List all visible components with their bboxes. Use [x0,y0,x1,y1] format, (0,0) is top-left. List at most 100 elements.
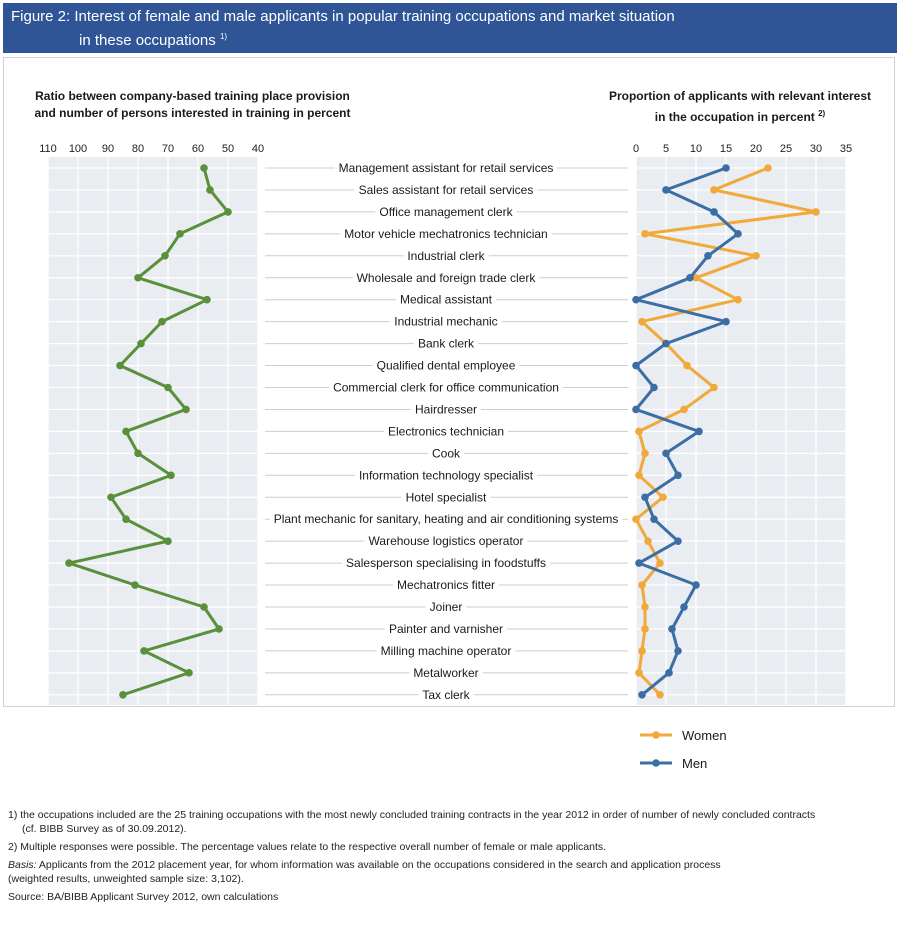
figure-title-text: in these occupations [79,32,216,49]
legend-women-swatch-marker [652,731,660,739]
category-label-background [383,423,509,440]
women-series-point [752,252,760,260]
category-label: Commercial clerk for office communicatio… [333,381,559,395]
ratio-series-point [164,537,172,545]
women-series-point [641,625,649,633]
basis-text: Applicants from the 2012 placement year,… [36,859,721,871]
category-label: Painter and varnisher [389,622,503,636]
right-panel-title-line1: Proportion of applicants with relevant i… [608,89,872,103]
women-series-point [638,647,646,655]
left-x-tick-label: 100 [69,143,87,155]
category-label: Warehouse logistics operator [369,534,524,548]
right-x-tick-label: 15 [720,143,732,155]
category-label: Bank clerk [418,337,475,351]
footnote-1-line1: 1) the occupations included are the 25 t… [8,809,816,821]
women-series-point [659,493,667,502]
footnotes: 1) the occupations included are the 25 t… [8,808,888,908]
left-x-tick-label: 70 [162,143,174,155]
ratio-series-point [224,208,232,216]
category-label-background [427,445,465,462]
category-label: Qualified dental employee [377,359,516,373]
category-label: Industrial mechanic [394,315,497,329]
right-x-tick-label: 5 [663,143,669,155]
left-x-tick-label: 40 [252,143,264,155]
left-x-tick-label: 90 [102,143,114,155]
men-series-point [641,493,649,502]
category-label-background [425,599,467,615]
category-label-background [418,686,474,703]
men-series-point [674,537,682,545]
ratio-series-point [137,339,145,348]
men-series-point [734,230,742,238]
basis-label: Basis: [8,859,37,871]
ratio-series-point [116,361,124,370]
women-series-point [680,405,688,414]
ratio-series-point [140,647,148,655]
men-series-point [662,339,670,348]
women-series-point [710,186,718,194]
right-panel-title-text: in the occupation in percent [654,110,815,124]
men-series-point [650,515,658,523]
category-label-background [392,577,500,594]
right-panel-title-note: 2) [818,109,826,118]
men-series-point [710,208,718,216]
men-series-point [722,164,730,172]
men-series-point [674,647,682,655]
category-label: Industrial clerk [407,249,485,263]
category-label: Hotel specialist [406,490,487,504]
women-series-point [641,230,649,238]
category-label-background [376,642,516,659]
men-series-point [704,252,712,260]
legend-men-label: Men [682,756,707,771]
category-label-background [403,247,489,264]
category-label-background [384,620,508,637]
left-x-tick-label: 60 [192,143,204,155]
ratio-series-point [119,691,127,699]
figure-title-note: 1) [219,32,228,41]
men-series-point [650,383,658,392]
category-label: Motor vehicle mechatronics technician [344,227,547,241]
right-x-tick-label: 30 [810,143,822,155]
category-label: Electronics technician [388,424,504,438]
left-x-tick-label: 50 [222,143,234,155]
right-x-tick-label: 25 [780,143,792,155]
category-label: Mechatronics fitter [397,578,495,592]
ratio-series-point [161,252,169,260]
left-x-tick-label: 110 [39,143,57,155]
ratio-series-point [134,449,142,458]
men-series-point [686,273,694,282]
men-series-point [662,186,670,194]
women-series-point [632,515,640,523]
women-series-point [635,427,643,436]
category-label-background [372,357,520,374]
left-panel-title-line2: and number of persons interested in trai… [34,106,351,120]
men-series-point [632,295,640,304]
figure-title-line1: Figure 2: Interest of female and male ap… [11,8,675,25]
ratio-series-point [107,493,115,502]
men-series-point [638,691,646,699]
basis-line2: (weighted results, unweighted sample siz… [8,873,244,885]
ratio-series-point [185,669,193,677]
category-label-background [401,489,491,506]
men-series-point [674,471,682,480]
ratio-series-point [215,625,223,633]
category-label: Wholesale and foreign trade clerk [357,271,537,285]
ratio-series-point [164,383,172,392]
category-label: Joiner [430,600,463,614]
category-label-background [269,511,623,528]
basis-note: Basis: Applicants from the 2012 placemen… [8,858,888,886]
figure-frame [3,57,895,707]
men-series-point [635,559,643,567]
category-label-background [354,467,538,484]
women-series-point [734,295,742,304]
ratio-series-point [206,186,214,194]
category-label-background [340,225,552,242]
category-label: Office management clerk [379,205,513,219]
men-series-point [722,317,730,326]
category-label: Metalworker [413,666,478,680]
ratio-series-point [65,559,73,567]
right-panel-title: Proportion of applicants with relevant i… [585,88,895,126]
category-label: Information technology specialist [359,468,534,482]
women-series-point [764,164,772,172]
legend-women-label: Women [682,728,727,743]
